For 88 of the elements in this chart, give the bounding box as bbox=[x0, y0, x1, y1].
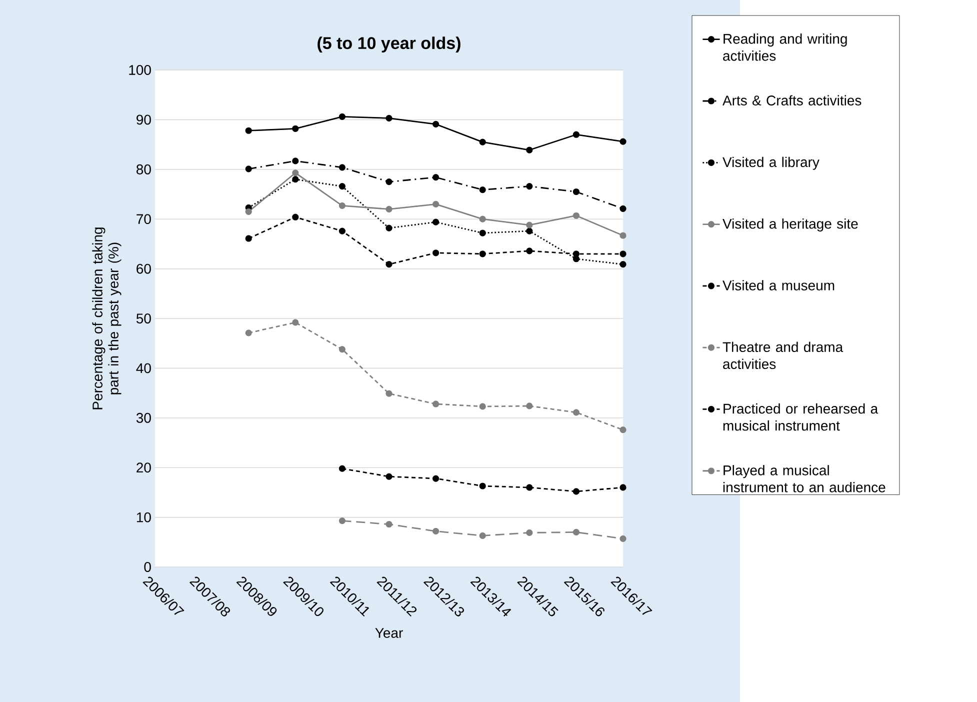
point bbox=[338, 346, 346, 353]
legend-label: Practiced or rehearsed a musical instrument bbox=[723, 403, 878, 431]
point bbox=[526, 222, 533, 228]
point bbox=[386, 224, 392, 232]
point bbox=[245, 235, 252, 242]
point bbox=[432, 528, 440, 535]
point bbox=[292, 214, 299, 220]
point bbox=[620, 535, 626, 542]
point bbox=[572, 528, 580, 536]
point bbox=[526, 228, 533, 234]
point bbox=[432, 120, 440, 128]
y-tick-label: 100 bbox=[129, 65, 151, 75]
point bbox=[479, 186, 486, 194]
point bbox=[386, 520, 392, 528]
point bbox=[292, 158, 299, 164]
legend-label: Theatre and drama activities bbox=[722, 342, 844, 370]
point bbox=[479, 403, 486, 410]
point bbox=[620, 261, 626, 268]
point bbox=[292, 170, 299, 176]
point bbox=[386, 178, 392, 186]
point bbox=[620, 232, 626, 239]
point bbox=[620, 426, 626, 434]
point bbox=[245, 166, 252, 172]
point bbox=[572, 212, 580, 219]
point bbox=[479, 216, 486, 222]
point bbox=[479, 250, 486, 258]
point bbox=[432, 250, 440, 256]
point bbox=[620, 484, 626, 491]
point bbox=[620, 250, 626, 258]
point bbox=[572, 188, 580, 196]
y-tick-label: 20 bbox=[136, 462, 151, 473]
point bbox=[432, 174, 440, 181]
point bbox=[479, 482, 486, 490]
point bbox=[386, 114, 392, 122]
point bbox=[526, 146, 533, 154]
point bbox=[620, 138, 626, 145]
point bbox=[245, 127, 252, 134]
point bbox=[479, 230, 486, 236]
point bbox=[338, 465, 346, 472]
y-tick-label: 0 bbox=[144, 562, 151, 572]
point bbox=[526, 248, 533, 254]
legend-label: Visited a museum bbox=[722, 280, 834, 290]
point bbox=[245, 208, 252, 215]
point bbox=[572, 409, 580, 416]
point bbox=[338, 517, 346, 524]
point bbox=[526, 402, 533, 410]
point bbox=[292, 125, 299, 132]
point bbox=[292, 176, 299, 183]
point bbox=[386, 206, 392, 212]
point bbox=[572, 488, 580, 495]
y-tick-label: 50 bbox=[136, 314, 151, 324]
point bbox=[338, 228, 346, 234]
point bbox=[432, 200, 440, 208]
y-tick-label: 80 bbox=[136, 164, 151, 174]
y-tick-label: 70 bbox=[136, 214, 151, 224]
y-tick-label: 90 bbox=[136, 114, 151, 125]
legend-label: Visited a library bbox=[722, 156, 820, 170]
point bbox=[432, 475, 440, 482]
point bbox=[526, 529, 533, 536]
x-axis-title: Year bbox=[375, 628, 403, 638]
point bbox=[479, 138, 486, 146]
point bbox=[620, 205, 626, 212]
point bbox=[526, 484, 533, 491]
legend-label: Reading and writing activities bbox=[723, 34, 847, 61]
y-tick-label: 10 bbox=[136, 512, 151, 522]
legend-label: Arts & Crafts activities bbox=[722, 95, 862, 106]
chart-title: (5 to 10 year olds) bbox=[318, 36, 460, 52]
point bbox=[338, 164, 346, 171]
y-tick-label: 60 bbox=[136, 264, 151, 274]
point bbox=[338, 182, 346, 190]
point bbox=[432, 400, 440, 408]
point bbox=[572, 250, 580, 258]
y-tick-label: 30 bbox=[136, 412, 151, 423]
legend-label: Played a musical instrument to an audience bbox=[723, 465, 886, 492]
point bbox=[386, 390, 392, 397]
point bbox=[245, 330, 252, 336]
point bbox=[292, 319, 299, 326]
point bbox=[386, 261, 392, 268]
point bbox=[432, 218, 440, 226]
legend-label: Visited a heritage site bbox=[722, 218, 858, 232]
y-tick-label: 40 bbox=[136, 363, 151, 374]
point bbox=[526, 182, 533, 190]
point bbox=[572, 131, 580, 138]
y-axis-title: Percentage of children taking part in the past year (%) bbox=[92, 228, 122, 410]
point bbox=[386, 473, 392, 480]
point bbox=[338, 113, 346, 120]
point bbox=[338, 202, 346, 209]
point bbox=[479, 532, 486, 539]
